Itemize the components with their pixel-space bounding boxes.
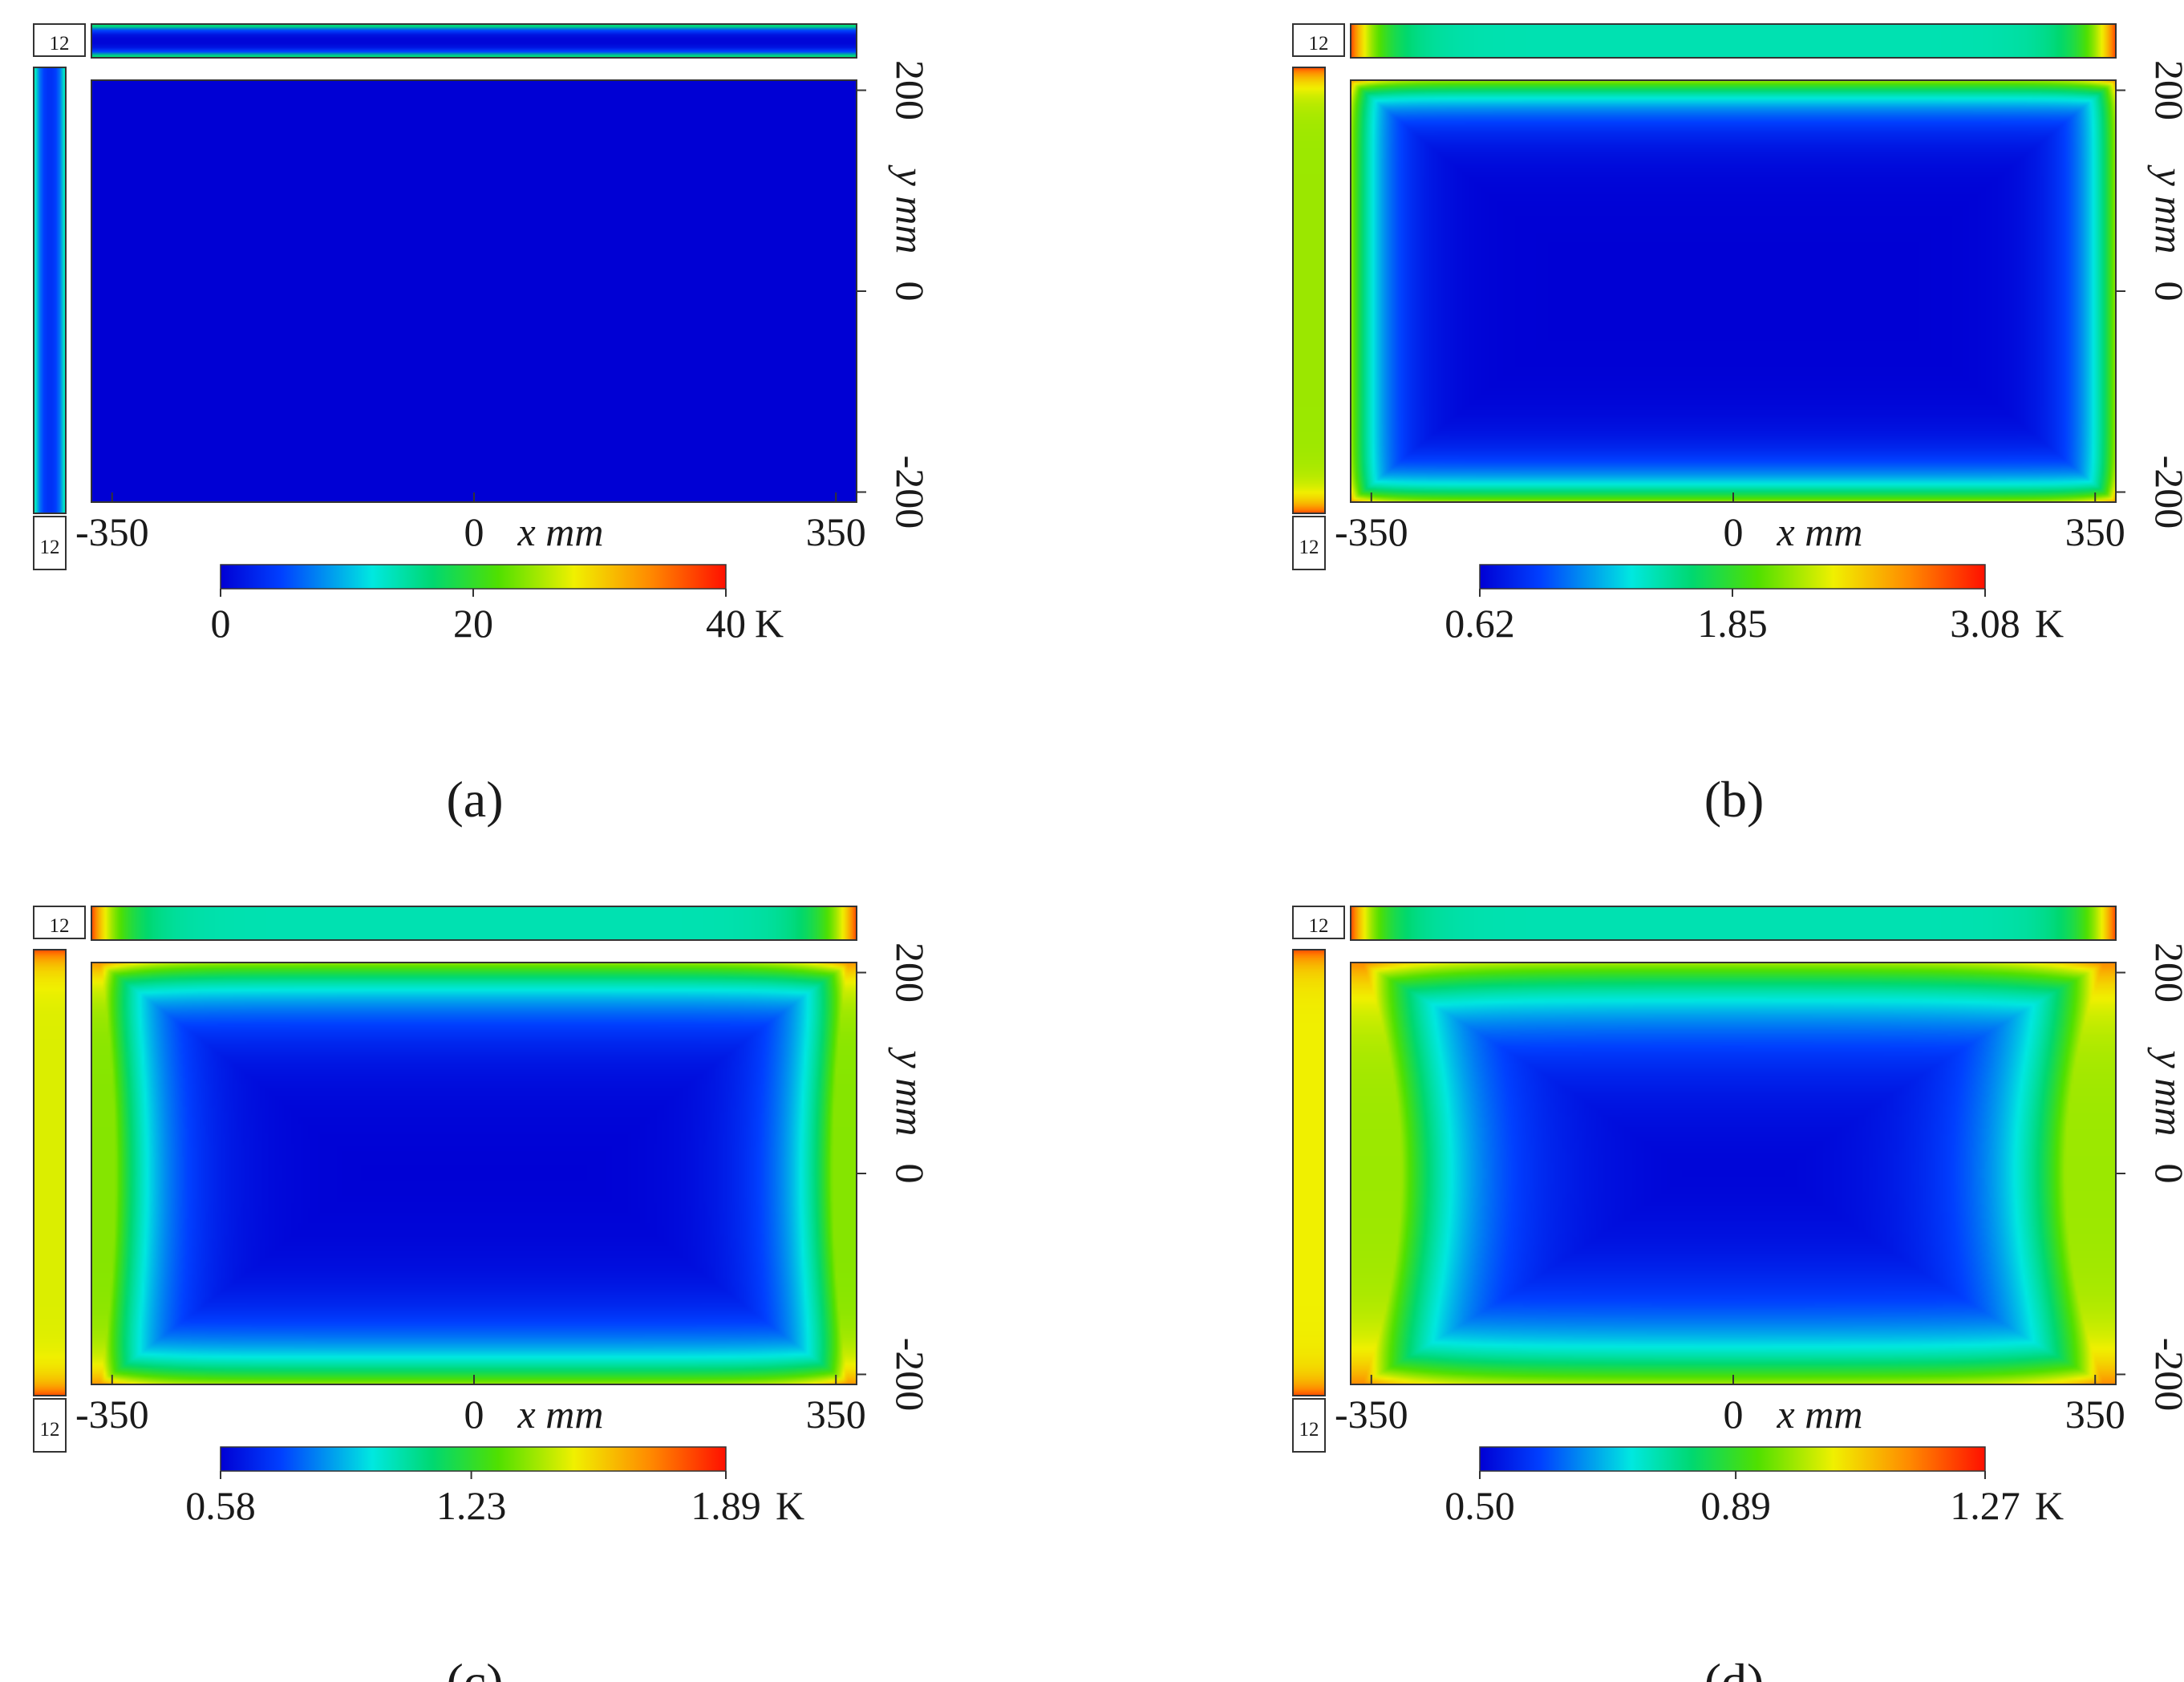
x-tick-label: -350 (1335, 1392, 1408, 1437)
x-tick-label: 0 (464, 509, 484, 554)
colorbar-tick-label: 1.23 (436, 1483, 507, 1528)
colorbar-tick-label: 0.62 (1445, 601, 1515, 646)
y-tick-label: 200 (888, 942, 933, 1003)
side-strip-label-box (1292, 516, 1326, 570)
colorbar-tick-label: 0.89 (1700, 1483, 1771, 1528)
top-strip-heatmap (1351, 24, 2116, 58)
main-heatmap (1351, 80, 2116, 502)
x-axis-unit: x mm (1777, 1392, 1863, 1437)
panel-a: 12 12 -350 0 350 x mm 200 0 -200 y mm 0 20 40 K (a) (33, 23, 933, 828)
x-tick-label: -350 (75, 509, 149, 554)
colorbar-tick-label: 1.89 (691, 1483, 761, 1528)
colorbar-unit: K (776, 1483, 804, 1528)
y-tick-label: 0 (888, 282, 933, 302)
colorbar-frame (1479, 1446, 1986, 1472)
colorbar-tick-label: 1.27 (1950, 1483, 2020, 1528)
y-tick-label: 0 (2147, 1164, 2184, 1184)
x-tick-label: 0 (1724, 509, 1744, 554)
main-heatmap (1351, 963, 2116, 1384)
colorbar-tick-label: 0.50 (1445, 1483, 1515, 1528)
colorbar-tick-label: 3.08 (1950, 601, 2020, 646)
colorbar-unit: K (2035, 1483, 2064, 1528)
side-strip-frame (1292, 949, 1326, 1396)
y-tick-label: -200 (888, 1338, 933, 1412)
panel-d: 12 12 -350 0 350 x mm 200 0 -200 y mm 0.50 0.89 1.27… (1292, 906, 2184, 1682)
side-strip-label-box (33, 1398, 67, 1453)
colorbar-tick-label: 0 (211, 601, 231, 646)
panel-label: (b) (1704, 771, 1765, 828)
colorbar (221, 1447, 726, 1471)
colorbar (1480, 565, 1985, 589)
panel-c: 12 12 -350 0 350 x mm 200 0 -200 y mm 0.58 1.23 1.89… (33, 906, 933, 1682)
side-strip-heatmap (1293, 950, 1325, 1396)
y-axis-unit: y mm (888, 164, 933, 254)
y-tick-label: 0 (888, 1164, 933, 1184)
main-heatmap (91, 80, 857, 502)
top-strip-heatmap (91, 24, 857, 58)
x-tick-label: -350 (75, 1392, 149, 1437)
colorbar (221, 565, 726, 589)
top-strip-heatmap (1351, 906, 2116, 940)
colorbar-unit: K (2035, 601, 2064, 646)
panel-label: (c) (446, 1653, 503, 1682)
y-axis-unit: y mm (888, 1047, 933, 1137)
colorbar-tick-label: 0.58 (185, 1483, 256, 1528)
side-strip-heatmap (34, 67, 66, 513)
x-tick-label: 0 (1724, 1392, 1744, 1437)
side-strip-label: 12 (40, 1419, 60, 1441)
top-strip-label: 12 (1309, 33, 1329, 55)
side-strip-label-box (33, 516, 67, 570)
colorbar-unit: K (755, 601, 784, 646)
y-tick-label: 200 (2147, 942, 2184, 1003)
panel-label: (d) (1704, 1653, 1765, 1682)
top-strip-frame (1350, 23, 2117, 59)
x-tick-label: 350 (806, 1392, 866, 1437)
y-tick-label: -200 (2147, 1338, 2184, 1412)
top-strip-frame (1350, 906, 2117, 941)
y-tick-label: 200 (2147, 60, 2184, 120)
side-strip-frame (33, 67, 67, 514)
colorbar-tick-label: 20 (453, 601, 493, 646)
main-heatmap (91, 963, 857, 1384)
top-strip-frame (91, 23, 857, 59)
x-tick-label: 350 (806, 509, 866, 554)
top-strip-label-box (33, 23, 86, 57)
top-strip-label-box (1292, 23, 1345, 57)
colorbar-tick-label: 40 (706, 601, 746, 646)
y-tick-label: 0 (2147, 282, 2184, 302)
top-strip-label: 12 (1309, 915, 1329, 937)
x-tick-label: 350 (2065, 1392, 2125, 1437)
x-tick-label: 0 (464, 1392, 484, 1437)
top-strip-heatmap (91, 906, 857, 940)
x-axis-unit: x mm (517, 509, 604, 554)
top-strip-label-box (1292, 906, 1345, 939)
y-tick-label: 200 (888, 60, 933, 120)
panel-label: (a) (446, 771, 503, 828)
y-tick-label: -200 (2147, 456, 2184, 529)
side-strip-heatmap (1293, 67, 1325, 513)
y-axis-unit: y mm (2147, 164, 2184, 254)
top-strip-label: 12 (50, 33, 70, 55)
y-tick-label: -200 (888, 456, 933, 529)
top-strip-label-box (33, 906, 86, 939)
x-axis-unit: x mm (517, 1392, 604, 1437)
panel-b: 12 12 -350 0 350 x mm 200 0 -200 y mm 0.62 1.85 3.08… (1292, 23, 2184, 828)
top-strip-label: 12 (50, 915, 70, 937)
colorbar-frame (220, 1446, 727, 1472)
x-tick-label: -350 (1335, 509, 1408, 554)
x-tick-label: 350 (2065, 509, 2125, 554)
side-strip-frame (33, 949, 67, 1396)
side-strip-label: 12 (1299, 537, 1319, 558)
colorbar (1480, 1447, 1985, 1471)
side-strip-frame (1292, 67, 1326, 514)
side-strip-heatmap (34, 950, 66, 1396)
top-strip-frame (91, 906, 857, 941)
side-strip-label-box (1292, 1398, 1326, 1453)
x-axis-unit: x mm (1777, 509, 1863, 554)
y-axis-unit: y mm (2147, 1047, 2184, 1137)
colorbar-tick-label: 1.85 (1697, 601, 1768, 646)
side-strip-label: 12 (40, 537, 60, 558)
side-strip-label: 12 (1299, 1419, 1319, 1441)
